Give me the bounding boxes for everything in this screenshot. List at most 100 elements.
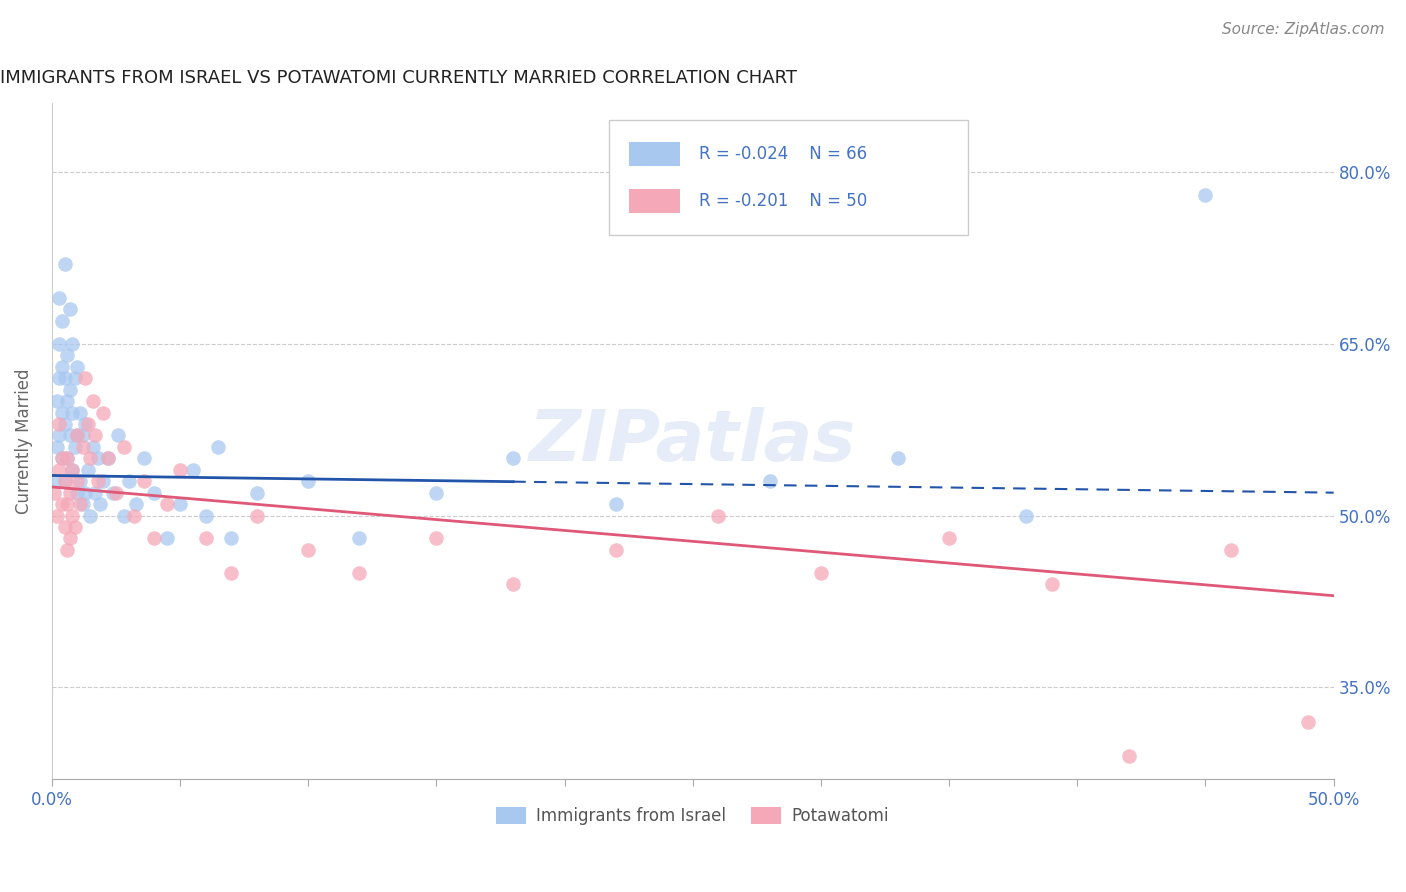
Point bbox=[51, 497, 73, 511]
Point bbox=[48, 336, 70, 351]
Point bbox=[887, 451, 910, 466]
Point bbox=[66, 428, 89, 442]
Point bbox=[59, 532, 82, 546]
Point bbox=[59, 383, 82, 397]
Point bbox=[156, 497, 179, 511]
Point bbox=[72, 440, 94, 454]
Text: IMMIGRANTS FROM ISRAEL VS POTAWATOMI CURRENTLY MARRIED CORRELATION CHART: IMMIGRANTS FROM ISRAEL VS POTAWATOMI CUR… bbox=[0, 69, 797, 87]
Point bbox=[66, 485, 89, 500]
FancyBboxPatch shape bbox=[628, 189, 681, 213]
Point bbox=[66, 359, 89, 374]
Point bbox=[63, 440, 86, 454]
Point bbox=[66, 428, 89, 442]
Point bbox=[63, 520, 86, 534]
Point bbox=[425, 532, 447, 546]
Point bbox=[246, 508, 269, 523]
Point bbox=[810, 566, 832, 580]
Point bbox=[72, 497, 94, 511]
Point bbox=[1194, 188, 1216, 202]
Point bbox=[51, 451, 73, 466]
Point bbox=[56, 394, 79, 409]
Legend: Immigrants from Israel, Potawatomi: Immigrants from Israel, Potawatomi bbox=[489, 800, 896, 831]
Point bbox=[48, 417, 70, 431]
Point bbox=[53, 474, 76, 488]
Y-axis label: Currently Married: Currently Married bbox=[15, 368, 32, 514]
Point bbox=[53, 474, 76, 488]
Point bbox=[605, 497, 627, 511]
Point bbox=[48, 463, 70, 477]
Point bbox=[51, 405, 73, 419]
Point bbox=[51, 451, 73, 466]
Point bbox=[97, 451, 120, 466]
Point bbox=[59, 302, 82, 317]
Point bbox=[60, 463, 83, 477]
Point bbox=[97, 451, 120, 466]
Point bbox=[56, 497, 79, 511]
Point bbox=[45, 508, 67, 523]
Point bbox=[89, 497, 111, 511]
Point bbox=[125, 497, 148, 511]
Point bbox=[82, 440, 104, 454]
Point bbox=[1220, 542, 1243, 557]
Point bbox=[75, 371, 97, 385]
Point bbox=[48, 428, 70, 442]
Point bbox=[45, 394, 67, 409]
Point bbox=[91, 474, 114, 488]
Point bbox=[56, 451, 79, 466]
Point bbox=[60, 336, 83, 351]
Point bbox=[69, 474, 91, 488]
Text: R = -0.024    N = 66: R = -0.024 N = 66 bbox=[699, 145, 868, 163]
Point bbox=[1040, 577, 1063, 591]
Point bbox=[79, 451, 101, 466]
Point bbox=[143, 485, 166, 500]
Point bbox=[75, 417, 97, 431]
Point bbox=[1296, 714, 1319, 729]
Point bbox=[207, 440, 229, 454]
Point bbox=[72, 428, 94, 442]
FancyBboxPatch shape bbox=[628, 142, 681, 166]
Point bbox=[56, 451, 79, 466]
Point bbox=[44, 474, 66, 488]
Point bbox=[297, 474, 319, 488]
Point bbox=[69, 497, 91, 511]
Point bbox=[75, 485, 97, 500]
Point bbox=[938, 532, 960, 546]
Point bbox=[758, 474, 780, 488]
Point bbox=[60, 405, 83, 419]
Point bbox=[87, 474, 110, 488]
Point bbox=[48, 371, 70, 385]
Point bbox=[502, 451, 524, 466]
Point bbox=[194, 532, 217, 546]
Point bbox=[156, 532, 179, 546]
Point bbox=[1118, 749, 1140, 764]
Point bbox=[118, 474, 141, 488]
Point bbox=[87, 451, 110, 466]
Point bbox=[53, 371, 76, 385]
Point bbox=[132, 474, 155, 488]
Point bbox=[349, 566, 371, 580]
Point bbox=[56, 348, 79, 362]
Point bbox=[112, 508, 135, 523]
Point bbox=[44, 485, 66, 500]
Point bbox=[60, 463, 83, 477]
Point bbox=[51, 314, 73, 328]
Point bbox=[219, 532, 242, 546]
Point bbox=[60, 508, 83, 523]
Point bbox=[104, 485, 127, 500]
Point bbox=[502, 577, 524, 591]
Point bbox=[246, 485, 269, 500]
Point bbox=[79, 508, 101, 523]
Point bbox=[59, 485, 82, 500]
Point bbox=[76, 463, 98, 477]
Point bbox=[53, 257, 76, 271]
Point bbox=[219, 566, 242, 580]
Point bbox=[84, 485, 107, 500]
Point bbox=[169, 463, 191, 477]
Point bbox=[53, 520, 76, 534]
Text: Source: ZipAtlas.com: Source: ZipAtlas.com bbox=[1222, 22, 1385, 37]
Point bbox=[122, 508, 145, 523]
Point bbox=[45, 440, 67, 454]
Text: R = -0.201    N = 50: R = -0.201 N = 50 bbox=[699, 193, 868, 211]
Point bbox=[605, 542, 627, 557]
Point bbox=[48, 291, 70, 305]
